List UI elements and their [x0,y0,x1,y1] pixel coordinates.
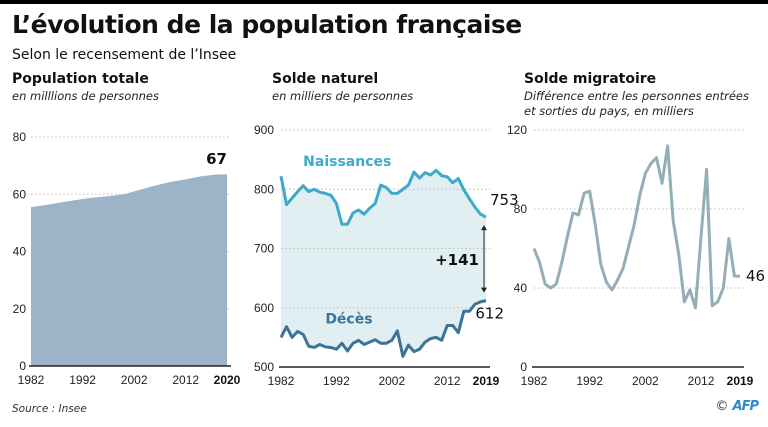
x-tick-label: 2002 [378,374,405,388]
x-tick-label: 2012 [172,373,199,387]
y-tick-label: 0 [520,360,527,374]
top-bar [0,0,768,4]
deces-label: Décès [325,311,372,327]
difference-label: +141 [435,251,479,269]
x-tick-label: 2012 [434,374,461,388]
x-tick-label: 2019 [727,374,754,388]
x-tick-label: 2012 [688,374,715,388]
arrow-up-icon [481,225,487,231]
x-tick-label: 2020 [214,373,241,387]
naissances-end-label: 753 [490,191,519,209]
y-tick-label: 0 [19,359,26,373]
x-tick-label: 2002 [632,374,659,388]
x-tick-label: 1992 [323,374,350,388]
y-tick-label: 700 [254,242,274,256]
panel-subtitle-solde-naturel: en milliers de personnes [272,89,414,103]
chart-population-totale: 0 20 40 60 80 1982 1992 2002 2012 2020 67 [13,130,241,387]
population-area [31,174,227,366]
x-tick-label: 1982 [268,374,295,388]
y-tick-label: 600 [254,301,274,315]
x-tick-label: 1982 [521,374,548,388]
x-tick-label: 2002 [121,373,148,387]
x-tick-label: 1982 [18,373,45,387]
x-tick-label: 2019 [473,374,500,388]
copyright-icon: © [715,399,729,414]
arrow-down-icon [481,287,487,293]
afp-logo: AFP [732,399,760,414]
naissances-line [279,168,487,226]
panel-subtitle-population: en milllions de personnes [12,89,159,103]
migration-line [532,144,740,310]
gap-fill-area [281,170,486,357]
y-tick-label: 40 [514,281,528,295]
chart-solde-naturel: 500 600 700 800 900 1982 1992 2002 2012 2019 Naiss… [254,123,519,388]
panel-title-solde-migratoire: Solde migratoire [524,71,657,87]
y-tick-label: 80 [13,130,27,144]
y-tick-label: 120 [507,123,527,137]
panel-subtitle-solde-migratoire-line1: Différence entre les personnes entrées [524,89,749,103]
chart-solde-migratoire: 0 40 80 120 1982 1992 2002 2012 2019 46 [507,123,765,388]
x-tick-label: 1992 [576,374,603,388]
panel-title-population: Population totale [12,71,149,87]
y-tick-label: 900 [254,123,274,137]
page-title: L’évolution de la population française [12,10,522,39]
y-tick-label: 20 [13,302,27,316]
panel-subtitle-solde-migratoire-line2: et sorties du pays, en milliers [524,104,694,118]
y-tick-label: 500 [254,360,274,374]
naissances-label: Naissances [303,154,391,170]
end-value-label: 67 [206,150,227,168]
deces-line [279,299,487,358]
x-tick-label: 1992 [69,373,96,387]
y-tick-label: 60 [13,187,27,201]
afp-credit: © AFP [715,399,760,414]
y-tick-label: 80 [514,202,528,216]
migration-end-label: 46 [746,267,765,285]
y-tick-label: 800 [254,182,274,196]
y-tick-label: 40 [13,245,27,259]
page-subtitle: Selon le recensement de l’Insee [12,47,237,63]
deces-end-label: 612 [475,305,504,323]
panel-title-solde-naturel: Solde naturel [272,71,379,87]
source-note: Source : Insee [12,403,87,415]
